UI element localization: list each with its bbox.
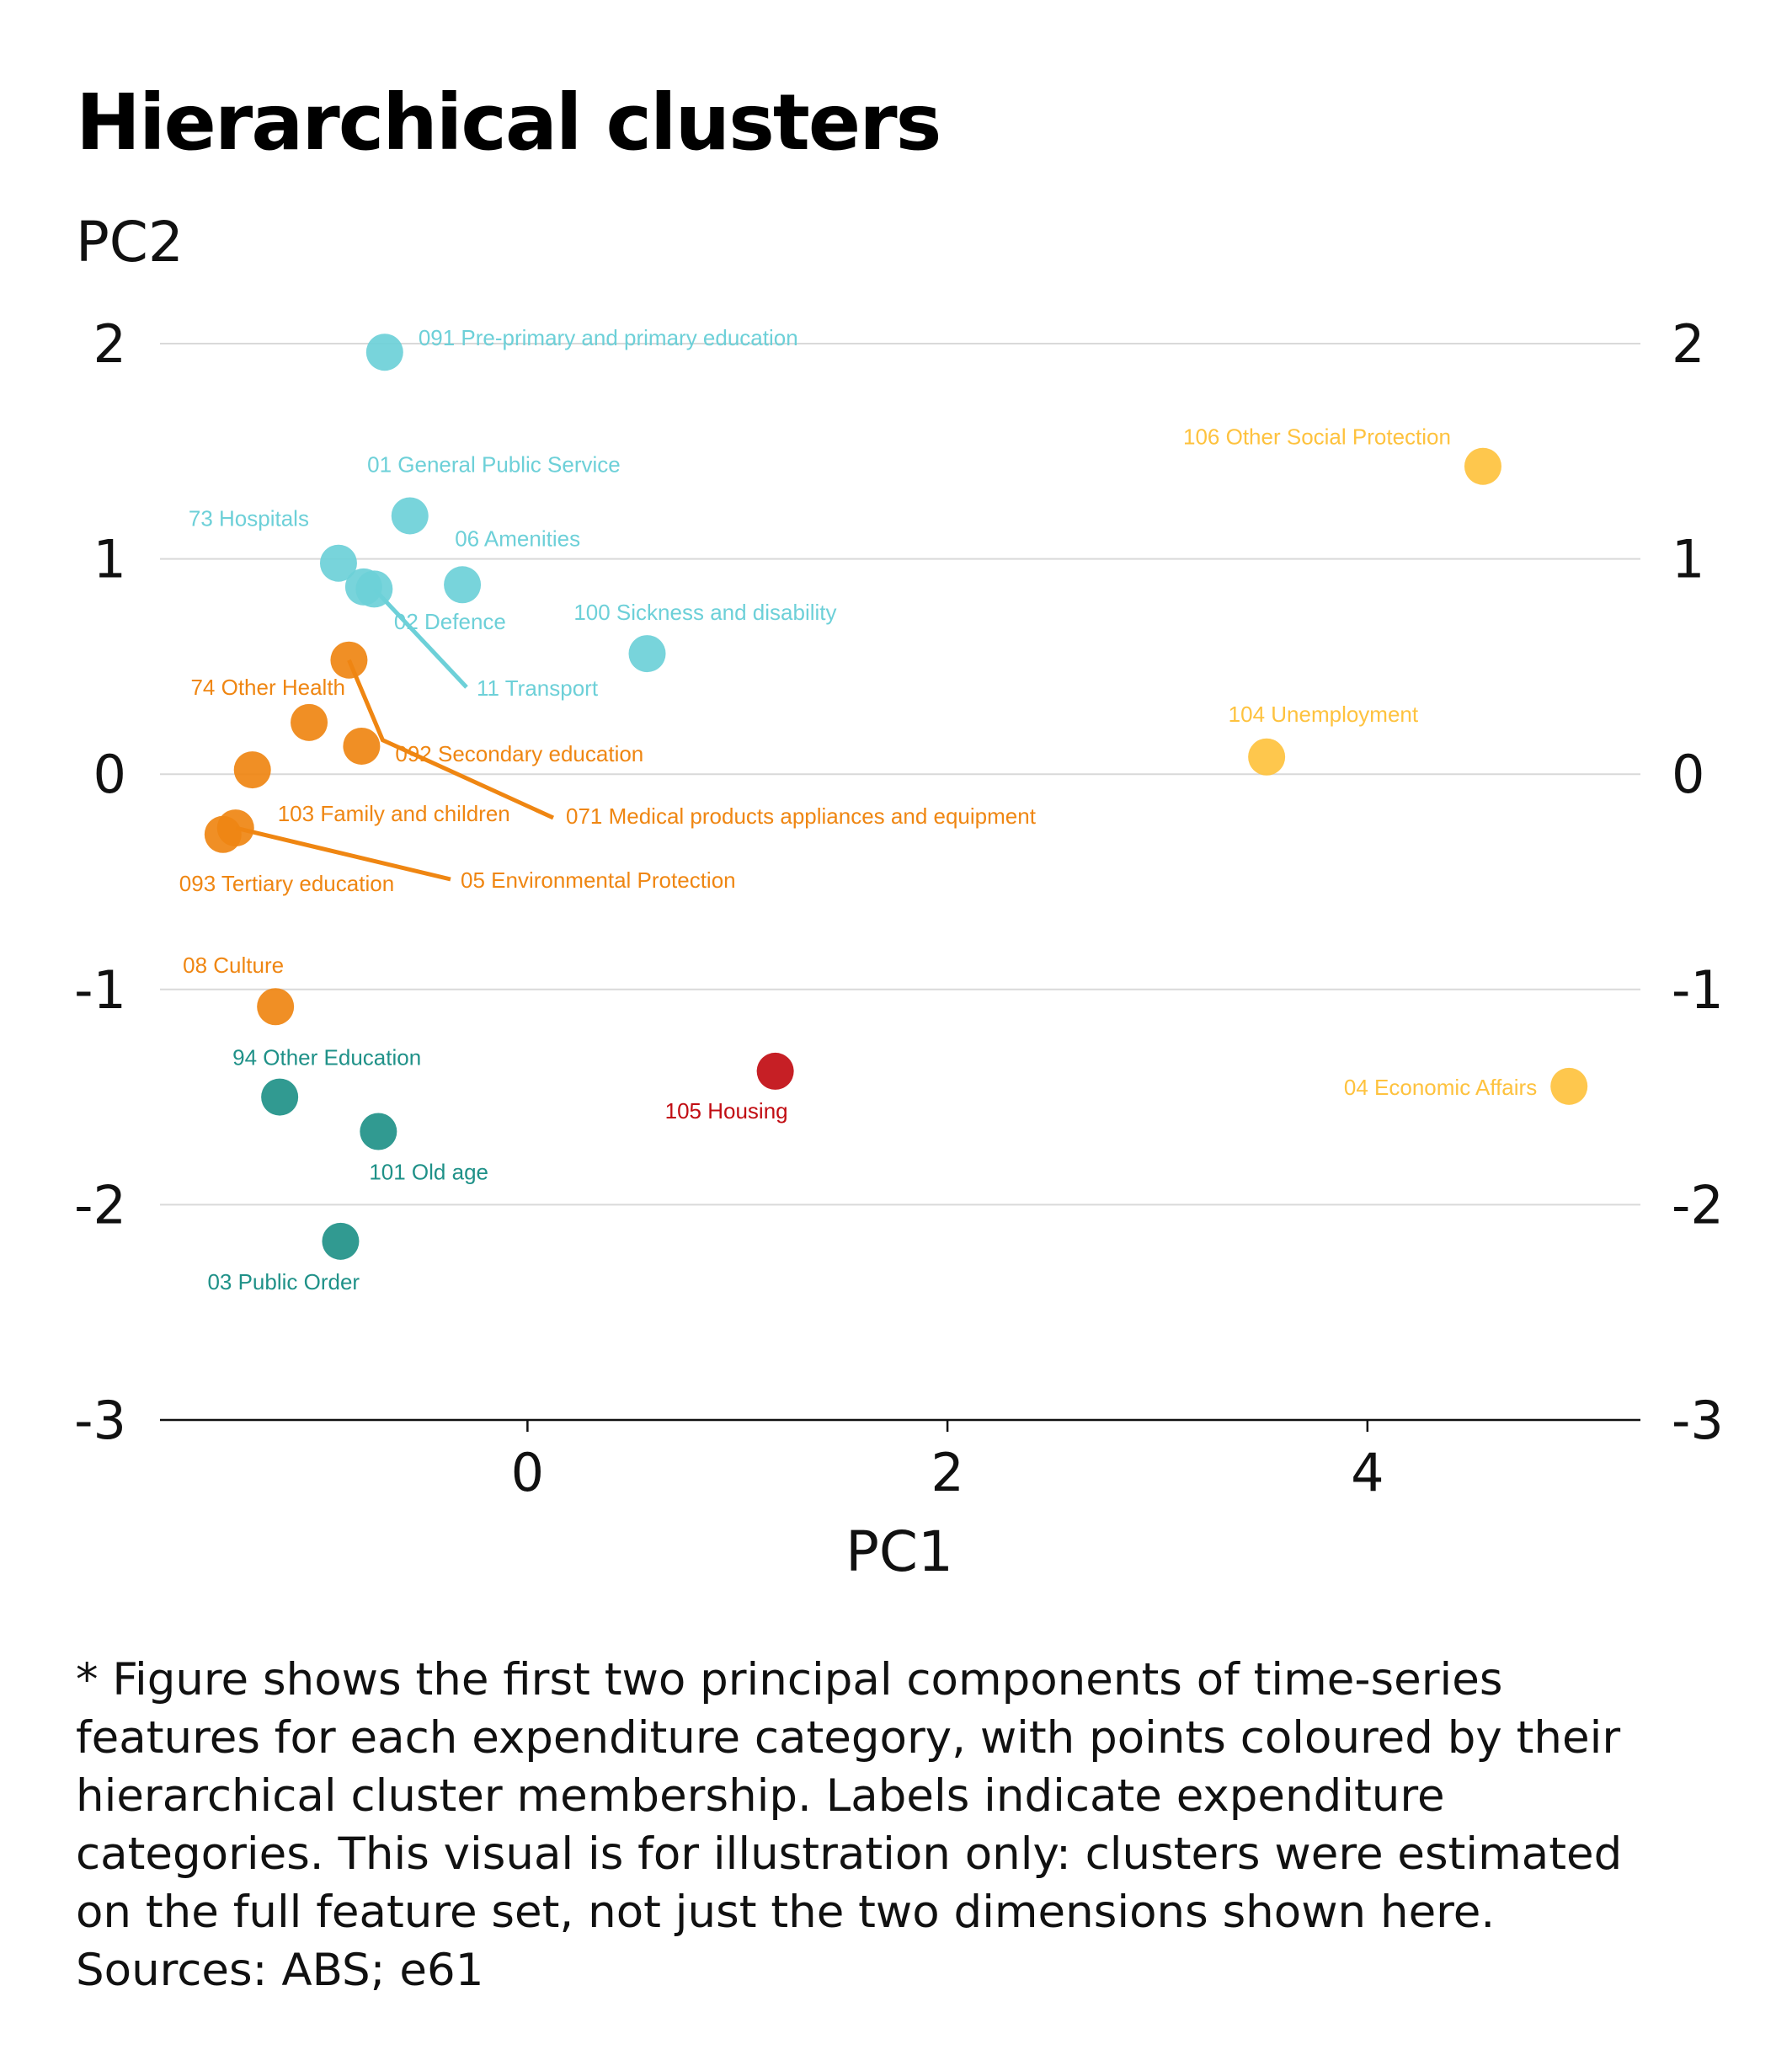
data-point (291, 703, 328, 741)
data-point (1248, 738, 1286, 776)
data-point (756, 1052, 794, 1090)
y-tick-label-right: -1 (1672, 959, 1724, 1021)
x-axis (160, 1418, 1640, 1432)
leader-line (235, 825, 451, 882)
data-point (257, 988, 295, 1026)
footnote-line: features for each expenditure category, … (76, 1712, 1621, 1764)
y-tick-label-left: 0 (93, 744, 126, 805)
point-label: 06 Amenities (455, 526, 580, 551)
data-point (365, 334, 403, 371)
point-label: 100 Sickness and disability (573, 600, 836, 625)
footnote-line: Sources: ABS; e61 (76, 1945, 484, 1996)
leader-line (347, 659, 555, 820)
point-label: 104 Unemployment (1229, 702, 1419, 727)
x-tick-label: 2 (931, 1442, 963, 1503)
point-label: 94 Other Education (232, 1045, 421, 1070)
y-tick-label-right: 1 (1672, 529, 1704, 590)
data-point (233, 751, 271, 789)
point-label: 01 General Public Service (367, 451, 621, 477)
data-point (322, 1222, 360, 1260)
data-point (1464, 447, 1501, 485)
scatter-plot: 091 Pre-primary and primary education 01 … (74, 210, 1724, 1584)
footnote-line: categories. This visual is for illustrat… (76, 1828, 1623, 1880)
data-point (444, 566, 482, 604)
y-axis-title: PC2 (76, 210, 184, 275)
point-label: 092 Secondary education (395, 741, 643, 766)
data-point (355, 570, 393, 608)
footnote-line: * Figure shows the first two principal c… (76, 1654, 1503, 1705)
y-tick-label-right: -2 (1672, 1174, 1724, 1236)
leader-line (372, 587, 468, 689)
point-label: 071 Medical products appliances and equi… (566, 803, 1037, 829)
footnote-line: on the full feature set, not just the tw… (76, 1887, 1496, 1938)
point-labels: 091 Pre-primary and primary education 01 … (179, 325, 1537, 1294)
footnote: * Figure shows the first two principal c… (76, 1651, 1726, 1999)
footnote-line: hierarchical cluster membership. Labels … (76, 1770, 1445, 1822)
chart-title: Hierarchical clusters (76, 77, 941, 168)
x-axis-title: PC1 (845, 1519, 953, 1584)
point-label: 105 Housing (665, 1098, 788, 1124)
data-point (261, 1078, 299, 1116)
data-point (1550, 1067, 1588, 1105)
data-point (330, 641, 368, 679)
point-label: 08 Culture (183, 953, 284, 978)
y-tick-label-right: -3 (1672, 1390, 1724, 1451)
point-label: 106 Other Social Protection (1183, 424, 1451, 450)
point-label: 093 Tertiary education (179, 871, 394, 896)
point-label: 091 Pre-primary and primary education (419, 325, 798, 350)
data-points (204, 334, 1588, 1260)
point-label: 02 Defence (394, 609, 506, 634)
point-label: 04 Economic Affairs (1344, 1075, 1537, 1100)
point-label: 03 Public Order (207, 1269, 360, 1294)
data-point (319, 544, 357, 582)
data-point (391, 497, 429, 535)
data-point (360, 1113, 397, 1150)
point-label: 103 Family and children (278, 801, 510, 826)
leader-lines (235, 587, 555, 882)
point-label: 73 Hospitals (189, 506, 309, 531)
data-point (216, 809, 254, 847)
y-tick-label-left: -3 (74, 1390, 126, 1451)
point-label: 05 Environmental Protection (461, 867, 736, 893)
x-tick-label: 0 (511, 1442, 544, 1503)
data-point (343, 727, 381, 765)
y-tick-label-left: 2 (93, 313, 126, 375)
y-tick-label-right: 0 (1672, 744, 1704, 805)
gridlines (160, 343, 1640, 1206)
data-point (628, 635, 666, 673)
point-label: 11 Transport (477, 675, 599, 701)
y-tick-label-left: -2 (74, 1174, 126, 1236)
y-tick-label-left: -1 (74, 959, 126, 1021)
tick-labels: 2 2 1 1 0 0 -1 -1 -2 -2 -3 -3 0 2 4 (74, 313, 1724, 1503)
point-label: 74 Other Health (190, 675, 345, 700)
x-tick-label: 4 (1351, 1442, 1384, 1503)
point-label: 101 Old age (369, 1159, 488, 1184)
y-tick-label-left: 1 (93, 529, 126, 590)
y-tick-label-right: 2 (1672, 313, 1704, 375)
